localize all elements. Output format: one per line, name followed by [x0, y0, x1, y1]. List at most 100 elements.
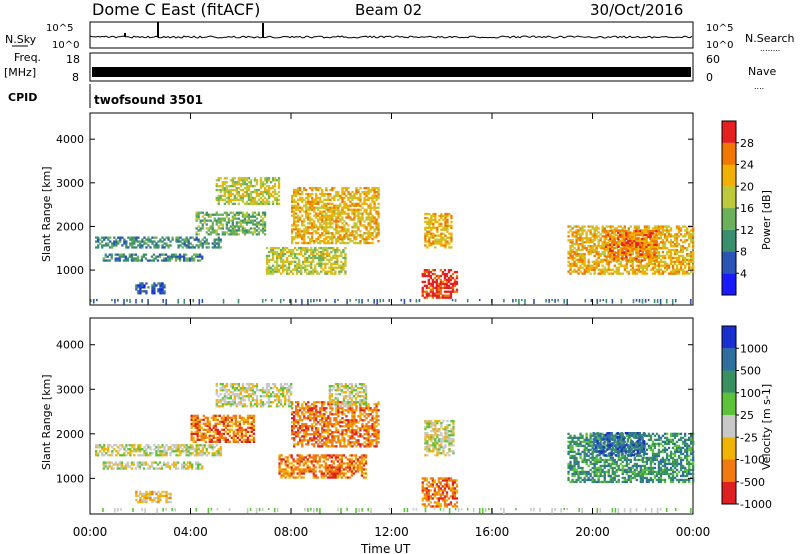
data-cell: [194, 426, 197, 429]
data-cell: [577, 252, 580, 256]
data-cell: [331, 202, 334, 205]
data-cell: [263, 389, 267, 392]
data-cell: [328, 254, 331, 258]
data-cell: [444, 218, 447, 222]
data-cell: [681, 258, 685, 261]
data-cell: [434, 242, 437, 245]
data-cell: [424, 244, 427, 247]
data-cell: [125, 454, 128, 457]
data-cell: [99, 242, 102, 245]
data-cell: [637, 233, 640, 237]
data-cell: [286, 383, 289, 386]
data-cell: [307, 241, 310, 245]
data-cell: [311, 232, 314, 235]
data-cell: [329, 218, 332, 221]
data-cell: [227, 397, 230, 400]
data-cell: [335, 240, 338, 243]
data-cell: [179, 244, 182, 247]
data-cell: [142, 467, 146, 470]
data-cell: [305, 232, 308, 235]
data-cell: [286, 387, 289, 390]
data-cell: [175, 446, 178, 449]
data-cell: [197, 467, 200, 470]
data-cell: [209, 444, 212, 447]
data-cell: [603, 250, 606, 254]
data-cell: [647, 255, 650, 258]
data-cell: [307, 232, 310, 235]
data-cell: [201, 219, 204, 222]
data-cell: [261, 223, 265, 226]
data-cell: [369, 212, 372, 215]
data-cell: [444, 234, 447, 237]
data-cell: [603, 227, 606, 230]
data-cell: [308, 466, 311, 469]
data-cell: [629, 245, 632, 248]
data-cell: [282, 250, 285, 254]
data-cell: [245, 190, 249, 194]
data-cell: [172, 463, 176, 466]
data-cell: [124, 467, 127, 470]
data-cell: [210, 434, 213, 437]
data-cell: [587, 239, 590, 242]
data-cell: [629, 239, 632, 243]
data-cell: [219, 240, 222, 243]
data-cell: [649, 257, 652, 260]
data-cell: [340, 472, 343, 475]
data-cell: [663, 260, 667, 263]
data-cell: [310, 247, 313, 250]
data-cell: [431, 278, 434, 282]
data-cell: [318, 458, 321, 461]
data-cell: [159, 450, 162, 453]
data-cell: [569, 229, 572, 232]
data-cell: [291, 236, 294, 239]
data-cell: [320, 474, 323, 477]
data-cell: [579, 266, 582, 269]
data-cell: [303, 218, 306, 221]
data-cell: [313, 240, 316, 243]
data-cell: [239, 387, 242, 390]
data-cell: [297, 208, 300, 211]
data-cell: [102, 467, 105, 470]
data-cell: [215, 393, 218, 396]
data-cell: [442, 218, 445, 222]
data-cell: [197, 446, 200, 449]
data-cell: [440, 238, 443, 241]
data-cell: [277, 268, 281, 271]
data-cell: [306, 458, 309, 461]
data-cell: [284, 401, 287, 404]
data-cell: [141, 492, 144, 496]
data-cell: [325, 204, 328, 207]
data-cell: [448, 242, 451, 245]
data-cell: [230, 424, 233, 427]
data-cell: [294, 247, 297, 250]
y-tick-label: 2000: [56, 220, 84, 233]
data-cell: [373, 204, 376, 207]
data-cell: [251, 231, 255, 234]
data-cell: [332, 460, 335, 463]
data-cell: [159, 240, 162, 243]
data-cell: [155, 492, 158, 496]
data-cell: [147, 286, 150, 289]
data-cell: [187, 240, 190, 243]
data-cell: [106, 259, 109, 262]
data-cell: [275, 395, 279, 398]
data-cell: [439, 284, 442, 287]
data-cell: [163, 454, 166, 457]
data-cell: [231, 227, 234, 230]
data-cell: [185, 246, 188, 249]
data-cell: [692, 260, 695, 263]
data-cell: [215, 389, 218, 392]
data-cell: [324, 252, 327, 256]
data-cell: [343, 212, 346, 215]
data-cell: [198, 422, 201, 425]
data-cell: [569, 268, 572, 271]
data-cell: [681, 248, 685, 252]
data-cell: [308, 270, 311, 273]
data-cell: [167, 244, 170, 247]
data-cell: [377, 224, 380, 227]
data-cell: [441, 280, 445, 284]
data-cell: [675, 248, 679, 252]
data-cell: [357, 196, 360, 200]
data-cell: [629, 260, 632, 263]
data-cell: [320, 262, 323, 265]
